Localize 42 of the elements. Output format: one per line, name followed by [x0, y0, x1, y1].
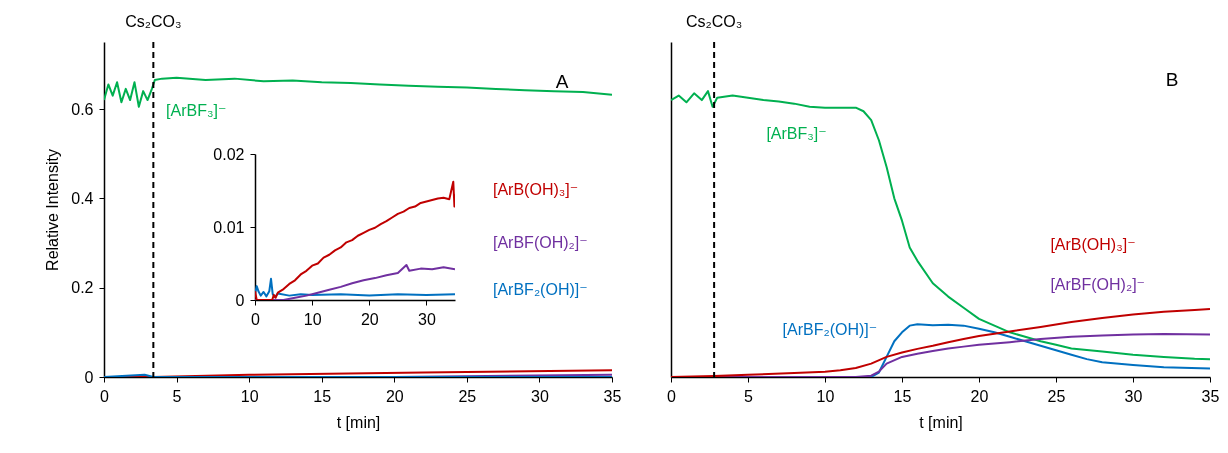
ref-line-label: Cs₂CO₃: [685, 13, 743, 30]
x-tick-label: 5: [744, 387, 754, 405]
x-tick-label: 35: [603, 387, 622, 405]
x-axis-title: t [min]: [919, 413, 963, 431]
x-tick-label: 25: [458, 387, 477, 405]
x-tick-label: 15: [893, 387, 912, 405]
x-tick-label: 35: [1201, 387, 1220, 405]
y-tick-label: 0.2: [71, 279, 94, 297]
x-tick-label: 10: [303, 310, 322, 328]
y-tick-label: 0.02: [213, 145, 245, 163]
x-tick-label: 15: [313, 387, 332, 405]
x-tick-label: 20: [970, 387, 989, 405]
text: [ArB(OH)₃]⁻: [1050, 236, 1136, 254]
y-tick-label: 0: [235, 291, 245, 309]
text: B: [1165, 69, 1179, 90]
x-axis-title: t [min]: [336, 413, 381, 431]
y-tick-label: 0: [84, 368, 94, 386]
y-tick-label: 0.4: [71, 189, 94, 207]
text: [ArBF(OH)₂]⁻: [493, 234, 588, 252]
x-tick-label: 0: [251, 310, 261, 328]
series-label: [ArBF₂(OH)]⁻: [782, 321, 878, 338]
x-tick-label: 0: [667, 387, 677, 405]
y-tick-label: 0.6: [71, 100, 94, 118]
x-tick-label: 30: [418, 310, 436, 328]
x-tick-label: 30: [1124, 387, 1143, 405]
ref-line-label: Cs₂CO₃: [125, 13, 182, 30]
text: [ArBF₂(OH)]⁻: [493, 281, 588, 299]
x-tick-label: 10: [816, 387, 835, 405]
x-tick-label: 20: [385, 387, 404, 405]
x-tick-label: 10: [240, 387, 259, 405]
text: [ArB(OH)₃]⁻: [493, 181, 579, 199]
text: [ArBF(OH)₂]⁻: [1050, 275, 1146, 293]
text: A: [555, 71, 569, 92]
y-tick-label: 0.01: [213, 218, 245, 236]
series-label: [ArBF₃]⁻: [166, 101, 227, 119]
y-axis-title: Relative Intensity: [44, 149, 62, 271]
x-tick-label: 20: [360, 310, 379, 328]
x-tick-label: 0: [100, 387, 110, 405]
x-tick-label: 25: [1047, 387, 1066, 405]
x-tick-label: 30: [531, 387, 549, 405]
x-tick-label: 5: [172, 387, 182, 405]
series-label: [ArBF₃]⁻: [766, 125, 827, 143]
